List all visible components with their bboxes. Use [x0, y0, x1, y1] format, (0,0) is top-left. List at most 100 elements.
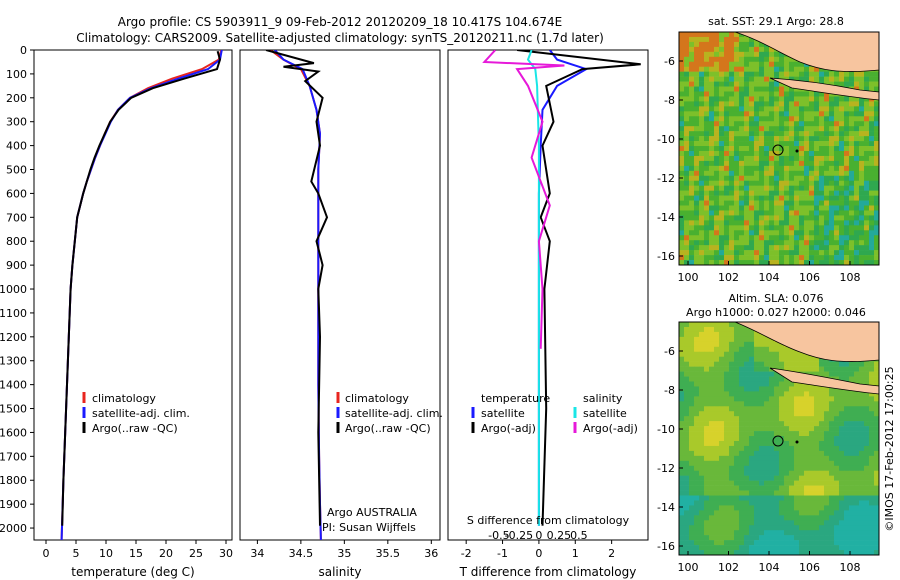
map-cell — [744, 436, 750, 442]
map-cell — [844, 505, 850, 511]
map-cell — [824, 505, 830, 511]
map-y-tick-label: -8 — [664, 94, 675, 107]
map-cell — [769, 470, 775, 476]
map-cell — [794, 200, 800, 206]
map-cell — [784, 470, 790, 476]
map-cell — [709, 106, 715, 112]
map-cell — [774, 51, 780, 58]
map-cell — [724, 401, 730, 407]
map-cell — [804, 505, 810, 511]
map-cell — [864, 540, 870, 546]
map-cell — [744, 500, 750, 506]
map-cell — [809, 401, 815, 407]
map-cell — [819, 76, 825, 82]
map-cell — [784, 411, 790, 417]
map-cell — [714, 71, 720, 77]
sla-map-land-sumatra — [734, 321, 880, 362]
map-cell — [684, 180, 690, 186]
map-cell — [764, 260, 770, 266]
map-cell — [739, 96, 745, 102]
map-cell — [789, 416, 795, 422]
map-cell — [769, 396, 775, 402]
map-cell — [799, 250, 805, 256]
map-cell — [679, 386, 685, 392]
map-cell — [704, 520, 710, 526]
map-cell — [819, 146, 825, 152]
map-cell — [849, 165, 855, 172]
map-cell — [704, 66, 710, 72]
map-cell — [709, 550, 715, 556]
map-cell — [734, 510, 740, 516]
map-cell — [839, 455, 845, 462]
map-cell — [869, 205, 875, 211]
map-cell — [854, 146, 860, 152]
map-cell — [799, 416, 805, 422]
map-cell — [719, 91, 725, 97]
map-cell — [714, 126, 720, 132]
map-cell — [784, 210, 790, 216]
map-cell — [709, 136, 715, 142]
map-cell — [869, 450, 875, 457]
map-cell — [779, 505, 785, 511]
legend-label-sal-argo: Argo(-adj) — [583, 422, 638, 435]
map-cell — [774, 460, 780, 467]
map-cell — [699, 455, 705, 462]
map-cell — [784, 111, 790, 117]
map-cell — [859, 515, 865, 521]
map-cell — [859, 146, 865, 152]
map-cell — [789, 440, 795, 447]
map-cell — [794, 421, 800, 427]
map-cell — [794, 215, 800, 221]
map-y-tick-label: -16 — [657, 540, 675, 553]
map-cell — [734, 180, 740, 186]
map-cell — [799, 116, 805, 122]
map-cell — [824, 470, 830, 476]
map-cell — [819, 101, 825, 107]
temperature-x-axis: 0 5 10 15 20 25 30 — [43, 540, 233, 560]
map-cell — [729, 210, 735, 216]
map-cell — [739, 71, 745, 77]
map-cell — [789, 141, 795, 147]
map-cell — [714, 86, 720, 92]
map-cell — [849, 396, 855, 402]
map-cell — [699, 41, 705, 48]
map-cell — [724, 490, 730, 496]
map-cell — [789, 175, 795, 182]
map-cell — [849, 500, 855, 506]
map-cell — [849, 180, 855, 186]
map-cell — [789, 540, 795, 546]
map-cell — [734, 86, 740, 92]
map-cell — [754, 460, 760, 467]
map-cell — [754, 515, 760, 521]
map-cell — [699, 386, 705, 392]
map-cell — [869, 240, 875, 246]
map-cell — [849, 146, 855, 152]
map-cell — [739, 331, 745, 338]
map-cell — [759, 235, 765, 241]
map-cell — [679, 32, 685, 38]
map-cell — [814, 530, 820, 536]
map-cell — [799, 470, 805, 476]
map-cell — [804, 126, 810, 132]
map-cell — [684, 170, 690, 177]
map-cell — [794, 495, 800, 501]
difference-x-label: T difference from climatology — [459, 565, 637, 579]
map-cell — [849, 260, 855, 266]
map-cell — [854, 371, 860, 377]
map-cell — [814, 371, 820, 377]
map-cell — [744, 540, 750, 546]
map-cell — [809, 490, 815, 496]
map-cell — [749, 205, 755, 211]
map-cell — [739, 210, 745, 216]
map-cell — [794, 225, 800, 231]
map-cell — [764, 346, 770, 353]
map-cell — [794, 76, 800, 82]
map-cell — [679, 341, 685, 348]
map-cell — [844, 535, 850, 541]
map-cell — [699, 371, 705, 377]
map-cell — [794, 71, 800, 77]
map-cell — [824, 520, 830, 526]
map-cell — [754, 106, 760, 112]
map-cell — [819, 190, 825, 196]
